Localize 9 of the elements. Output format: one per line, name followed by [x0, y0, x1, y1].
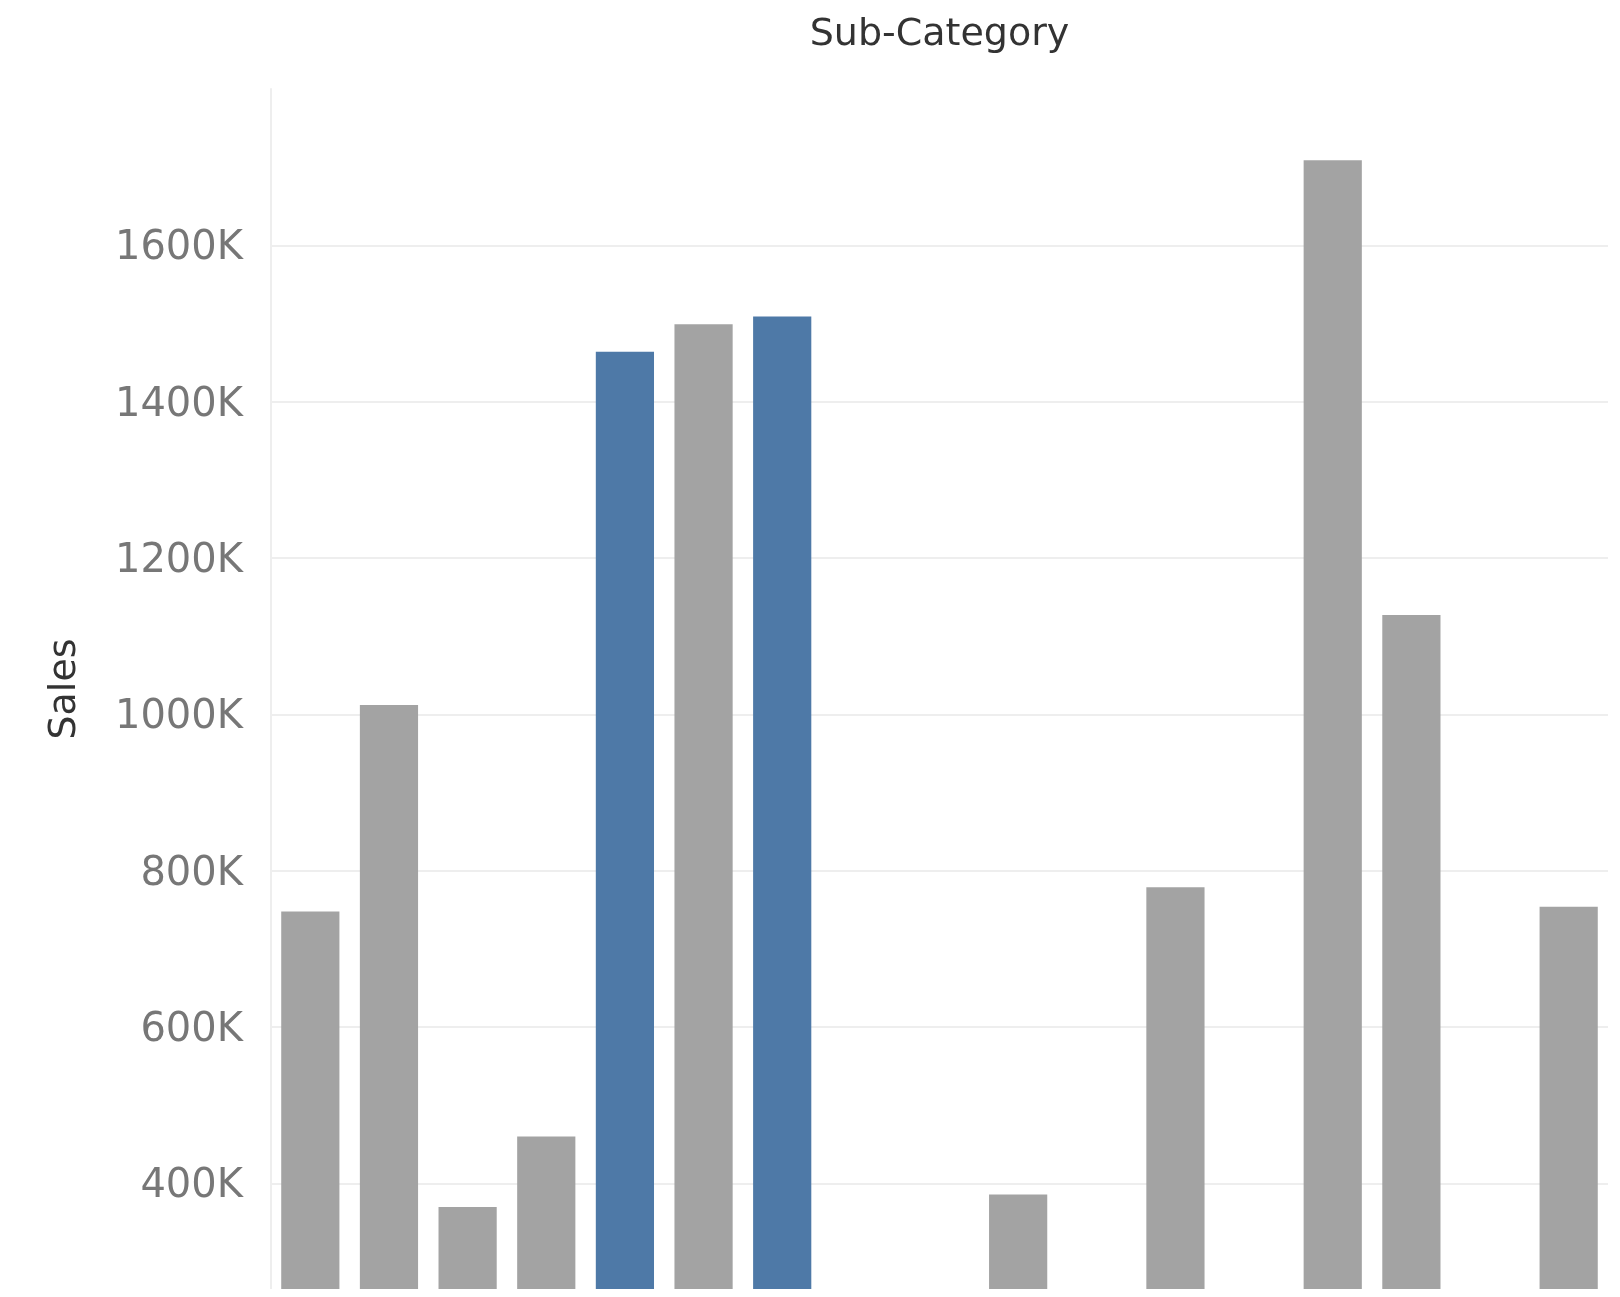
y-tick-label: 400K	[140, 1160, 245, 1207]
x-axis-title: Sub-Category	[809, 10, 1070, 54]
y-tick-label: 1400K	[114, 378, 245, 425]
y-tick-label: 1600K	[114, 222, 245, 269]
y-tick-label: 800K	[140, 847, 245, 894]
y-tick-label: 600K	[140, 1004, 245, 1051]
y-axis-title: Sales	[40, 638, 84, 740]
y-tick-label: 1000K	[114, 691, 245, 738]
y-tick-label: 1200K	[114, 535, 245, 582]
